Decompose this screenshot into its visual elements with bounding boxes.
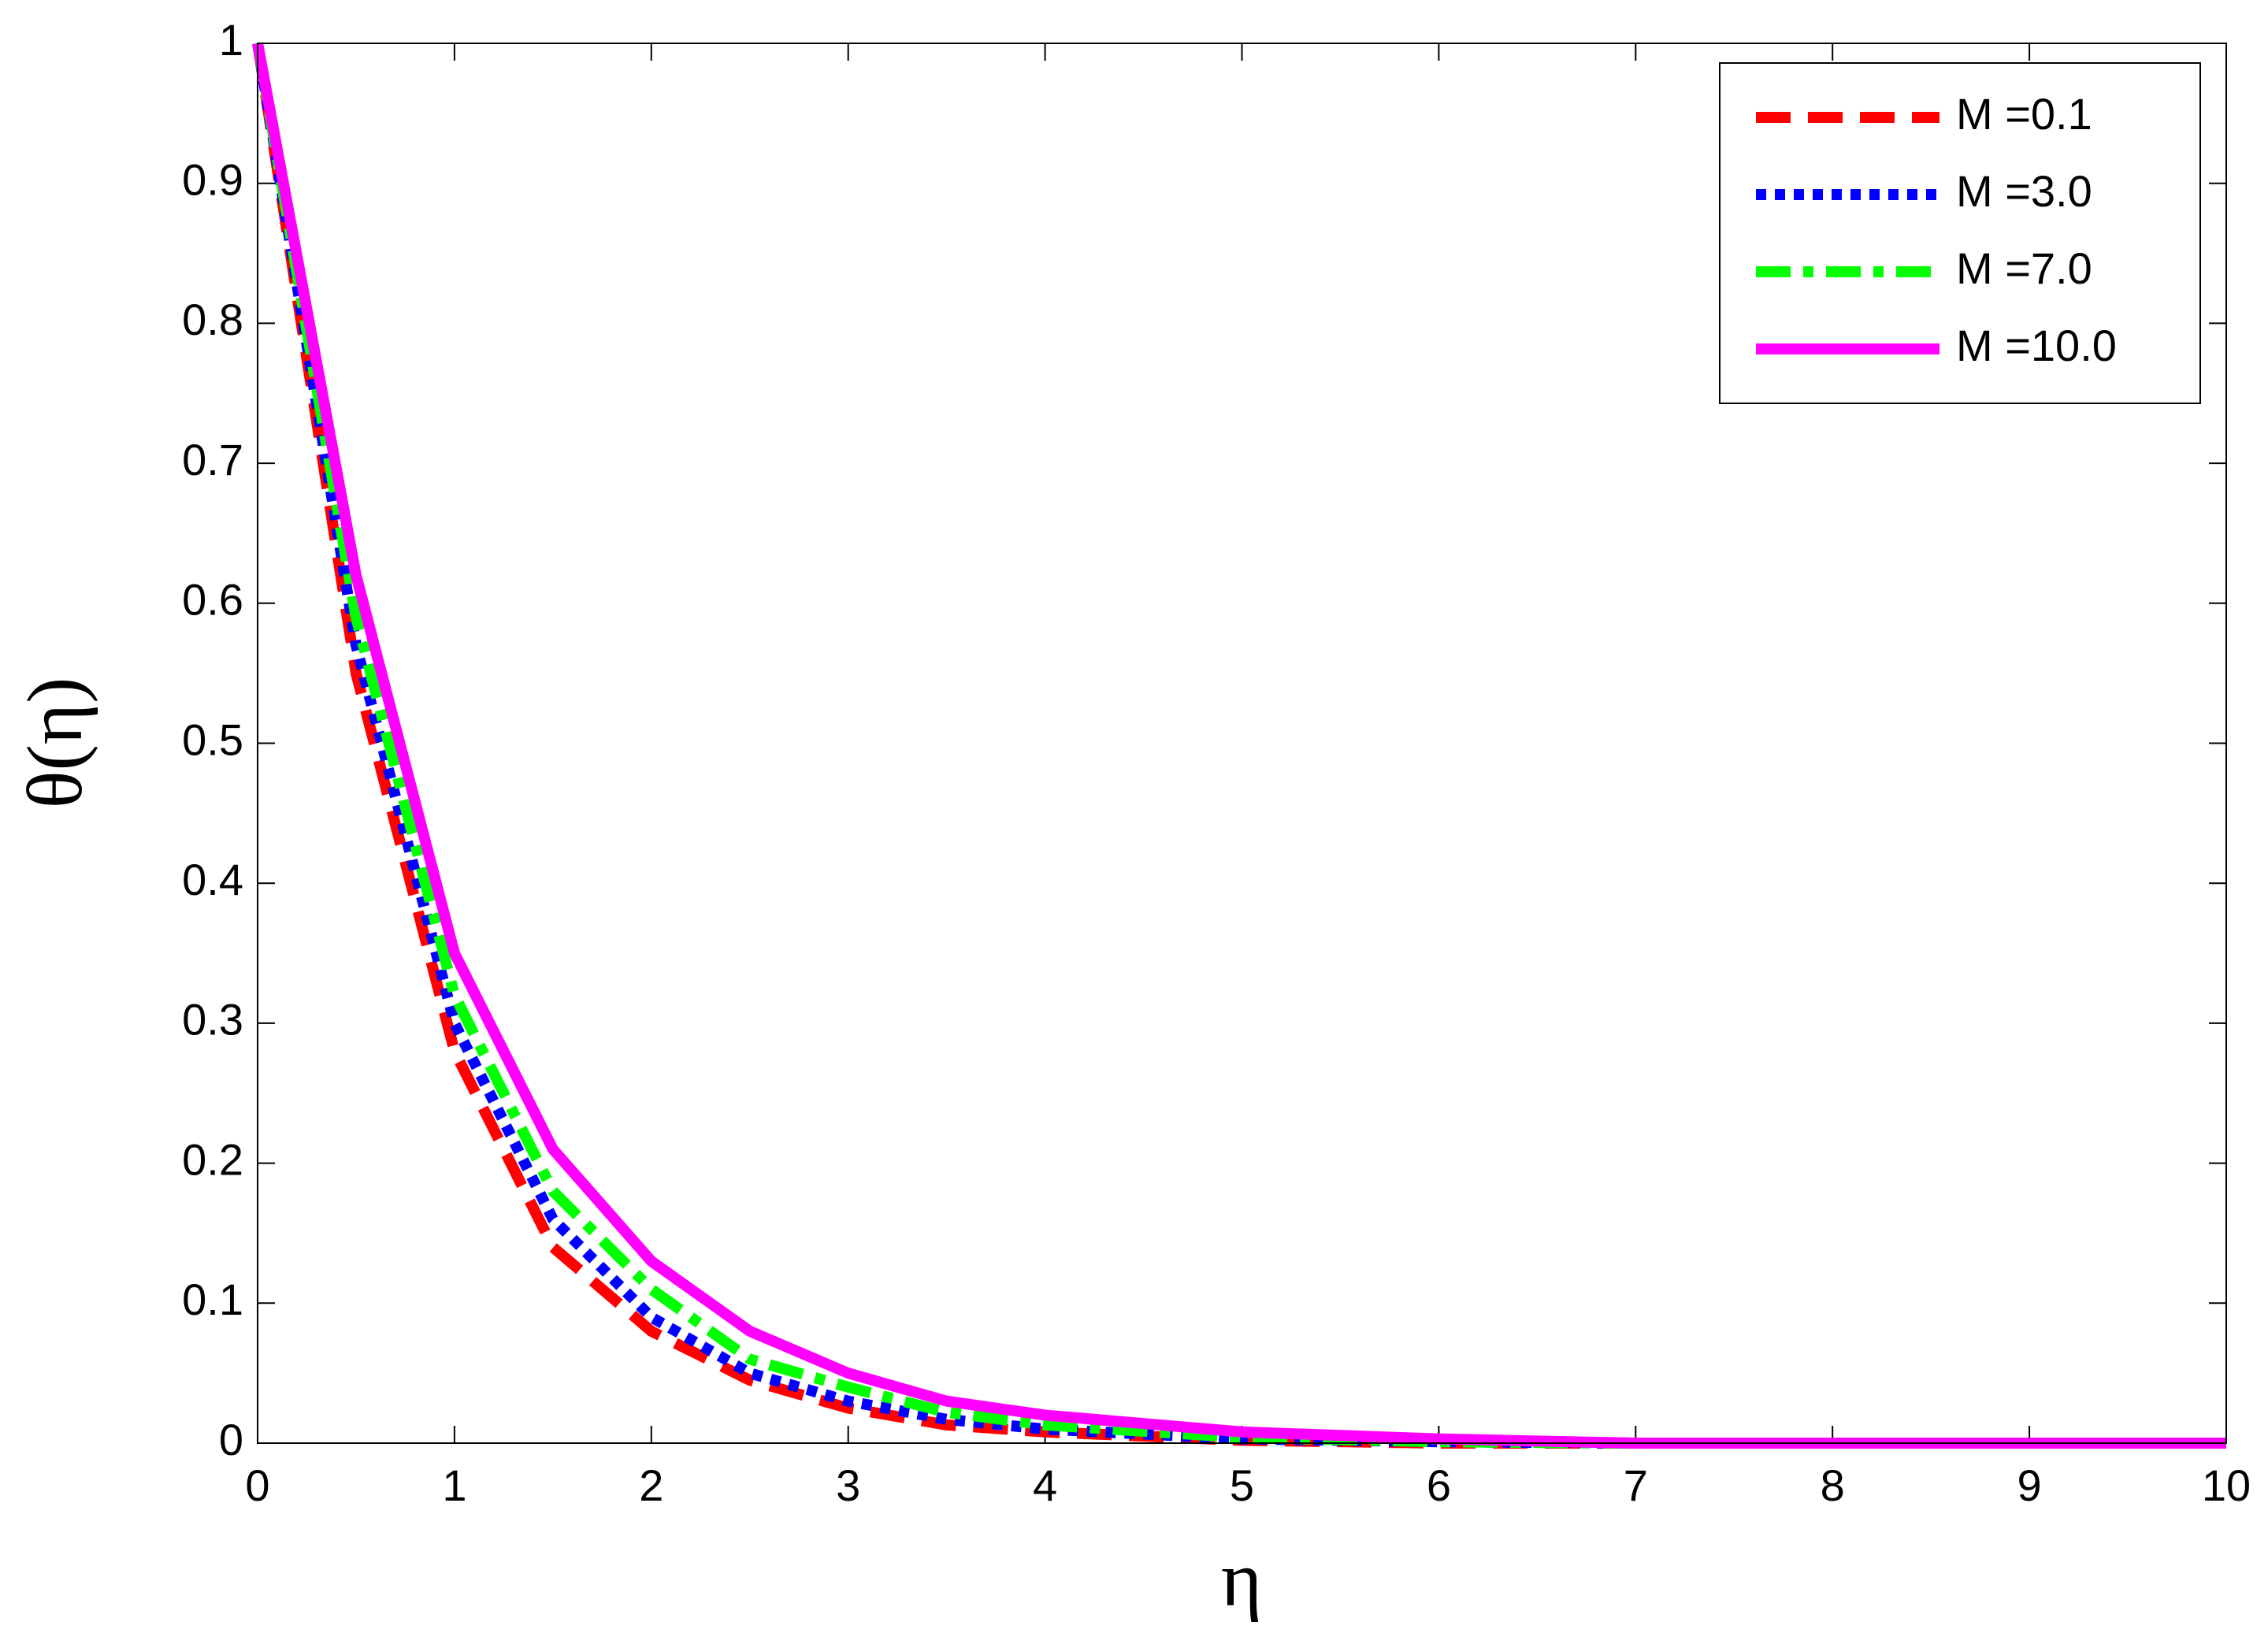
y-tick-label: 0 — [219, 1415, 243, 1464]
y-tick-label: 0.3 — [182, 995, 243, 1045]
legend-label: M =3.0 — [1956, 166, 2092, 216]
y-axis-label: θ(η) — [11, 677, 98, 809]
x-tick-label: 4 — [1033, 1460, 1057, 1510]
x-tick-label: 6 — [1427, 1460, 1451, 1510]
legend-label: M =7.0 — [1956, 243, 2092, 293]
x-tick-label: 7 — [1624, 1460, 1648, 1510]
y-tick-label: 1 — [219, 15, 243, 65]
x-tick-label: 10 — [2202, 1460, 2251, 1510]
y-tick-label: 0.5 — [182, 714, 243, 764]
x-tick-label: 5 — [1230, 1460, 1254, 1510]
y-tick-label: 0.9 — [182, 154, 243, 204]
y-tick-label: 0.1 — [182, 1275, 243, 1324]
y-tick-label: 0.8 — [182, 295, 243, 344]
y-tick-label: 0.7 — [182, 435, 243, 484]
x-tick-label: 9 — [2017, 1460, 2042, 1510]
x-tick-label: 1 — [442, 1460, 466, 1510]
y-tick-label: 0.2 — [182, 1134, 243, 1184]
x-tick-label: 8 — [1821, 1460, 1845, 1510]
y-tick-label: 0.6 — [182, 575, 243, 625]
x-tick-label: 2 — [639, 1460, 663, 1510]
legend-label: M =0.1 — [1956, 89, 2092, 139]
x-tick-label: 0 — [245, 1460, 269, 1510]
x-tick-label: 3 — [836, 1460, 860, 1510]
plot-frame — [257, 43, 2227, 1444]
y-tick-label: 0.4 — [182, 855, 243, 904]
x-axis-label: η — [1221, 1535, 1262, 1623]
legend-label: M =10.0 — [1956, 321, 2117, 370]
